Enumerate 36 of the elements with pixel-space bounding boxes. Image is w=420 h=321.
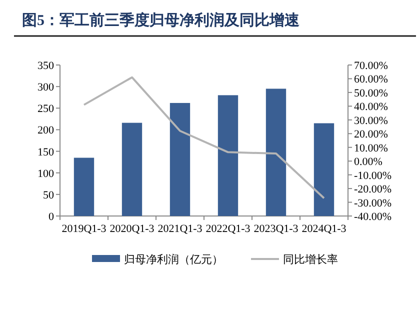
bar (218, 95, 238, 216)
x-tick-label: 2020Q1-3 (110, 223, 155, 235)
bar (266, 88, 286, 216)
y2-tick-label: 0.00% (354, 156, 382, 168)
legend-label: 同比增长率 (283, 253, 338, 266)
y-tick-label: 250 (38, 103, 54, 116)
y-tick-label: 0 (48, 211, 54, 223)
y2-tick-label: 20.00% (354, 128, 388, 141)
y2-tick-label: 40.00% (354, 101, 388, 114)
x-tick-label: 2024Q1-3 (302, 223, 347, 235)
legend-label: 归母净利润（亿元） (124, 253, 223, 266)
x-tick-label: 2022Q1-3 (206, 223, 251, 235)
y2-tick-label: 30.00% (354, 114, 388, 127)
y2-tick-label: 60.00% (354, 74, 388, 86)
x-tick-label: 2019Q1-3 (62, 223, 107, 235)
y-tick-label: 200 (38, 124, 54, 137)
x-tick-label: 2023Q1-3 (254, 223, 299, 235)
line-series (83, 76, 325, 200)
x-tick-label: 2021Q1-3 (158, 223, 203, 235)
chart-title: 图5：军工前三季度归母净利润及同比增速 (22, 11, 300, 29)
y2-tick-label: -40.00% (354, 211, 392, 223)
y2-tick-label: 10.00% (354, 142, 388, 154)
y-tick-label: 150 (38, 146, 54, 158)
y2-tick-label: -20.00% (354, 184, 392, 196)
y2-tick-label: 70.00% (354, 60, 388, 72)
bar (74, 158, 94, 216)
y2-tick-label: -10.00% (354, 170, 392, 182)
y-tick-label: 50 (43, 189, 54, 202)
bar (314, 123, 334, 216)
y2-tick-label: -30.00% (354, 197, 392, 210)
bar (122, 122, 142, 216)
bar (170, 102, 190, 216)
y2-tick-label: 50.00% (354, 87, 388, 100)
y-tick-label: 300 (38, 82, 54, 94)
y-tick-label: 350 (38, 60, 54, 72)
y-tick-label: 100 (38, 168, 54, 180)
